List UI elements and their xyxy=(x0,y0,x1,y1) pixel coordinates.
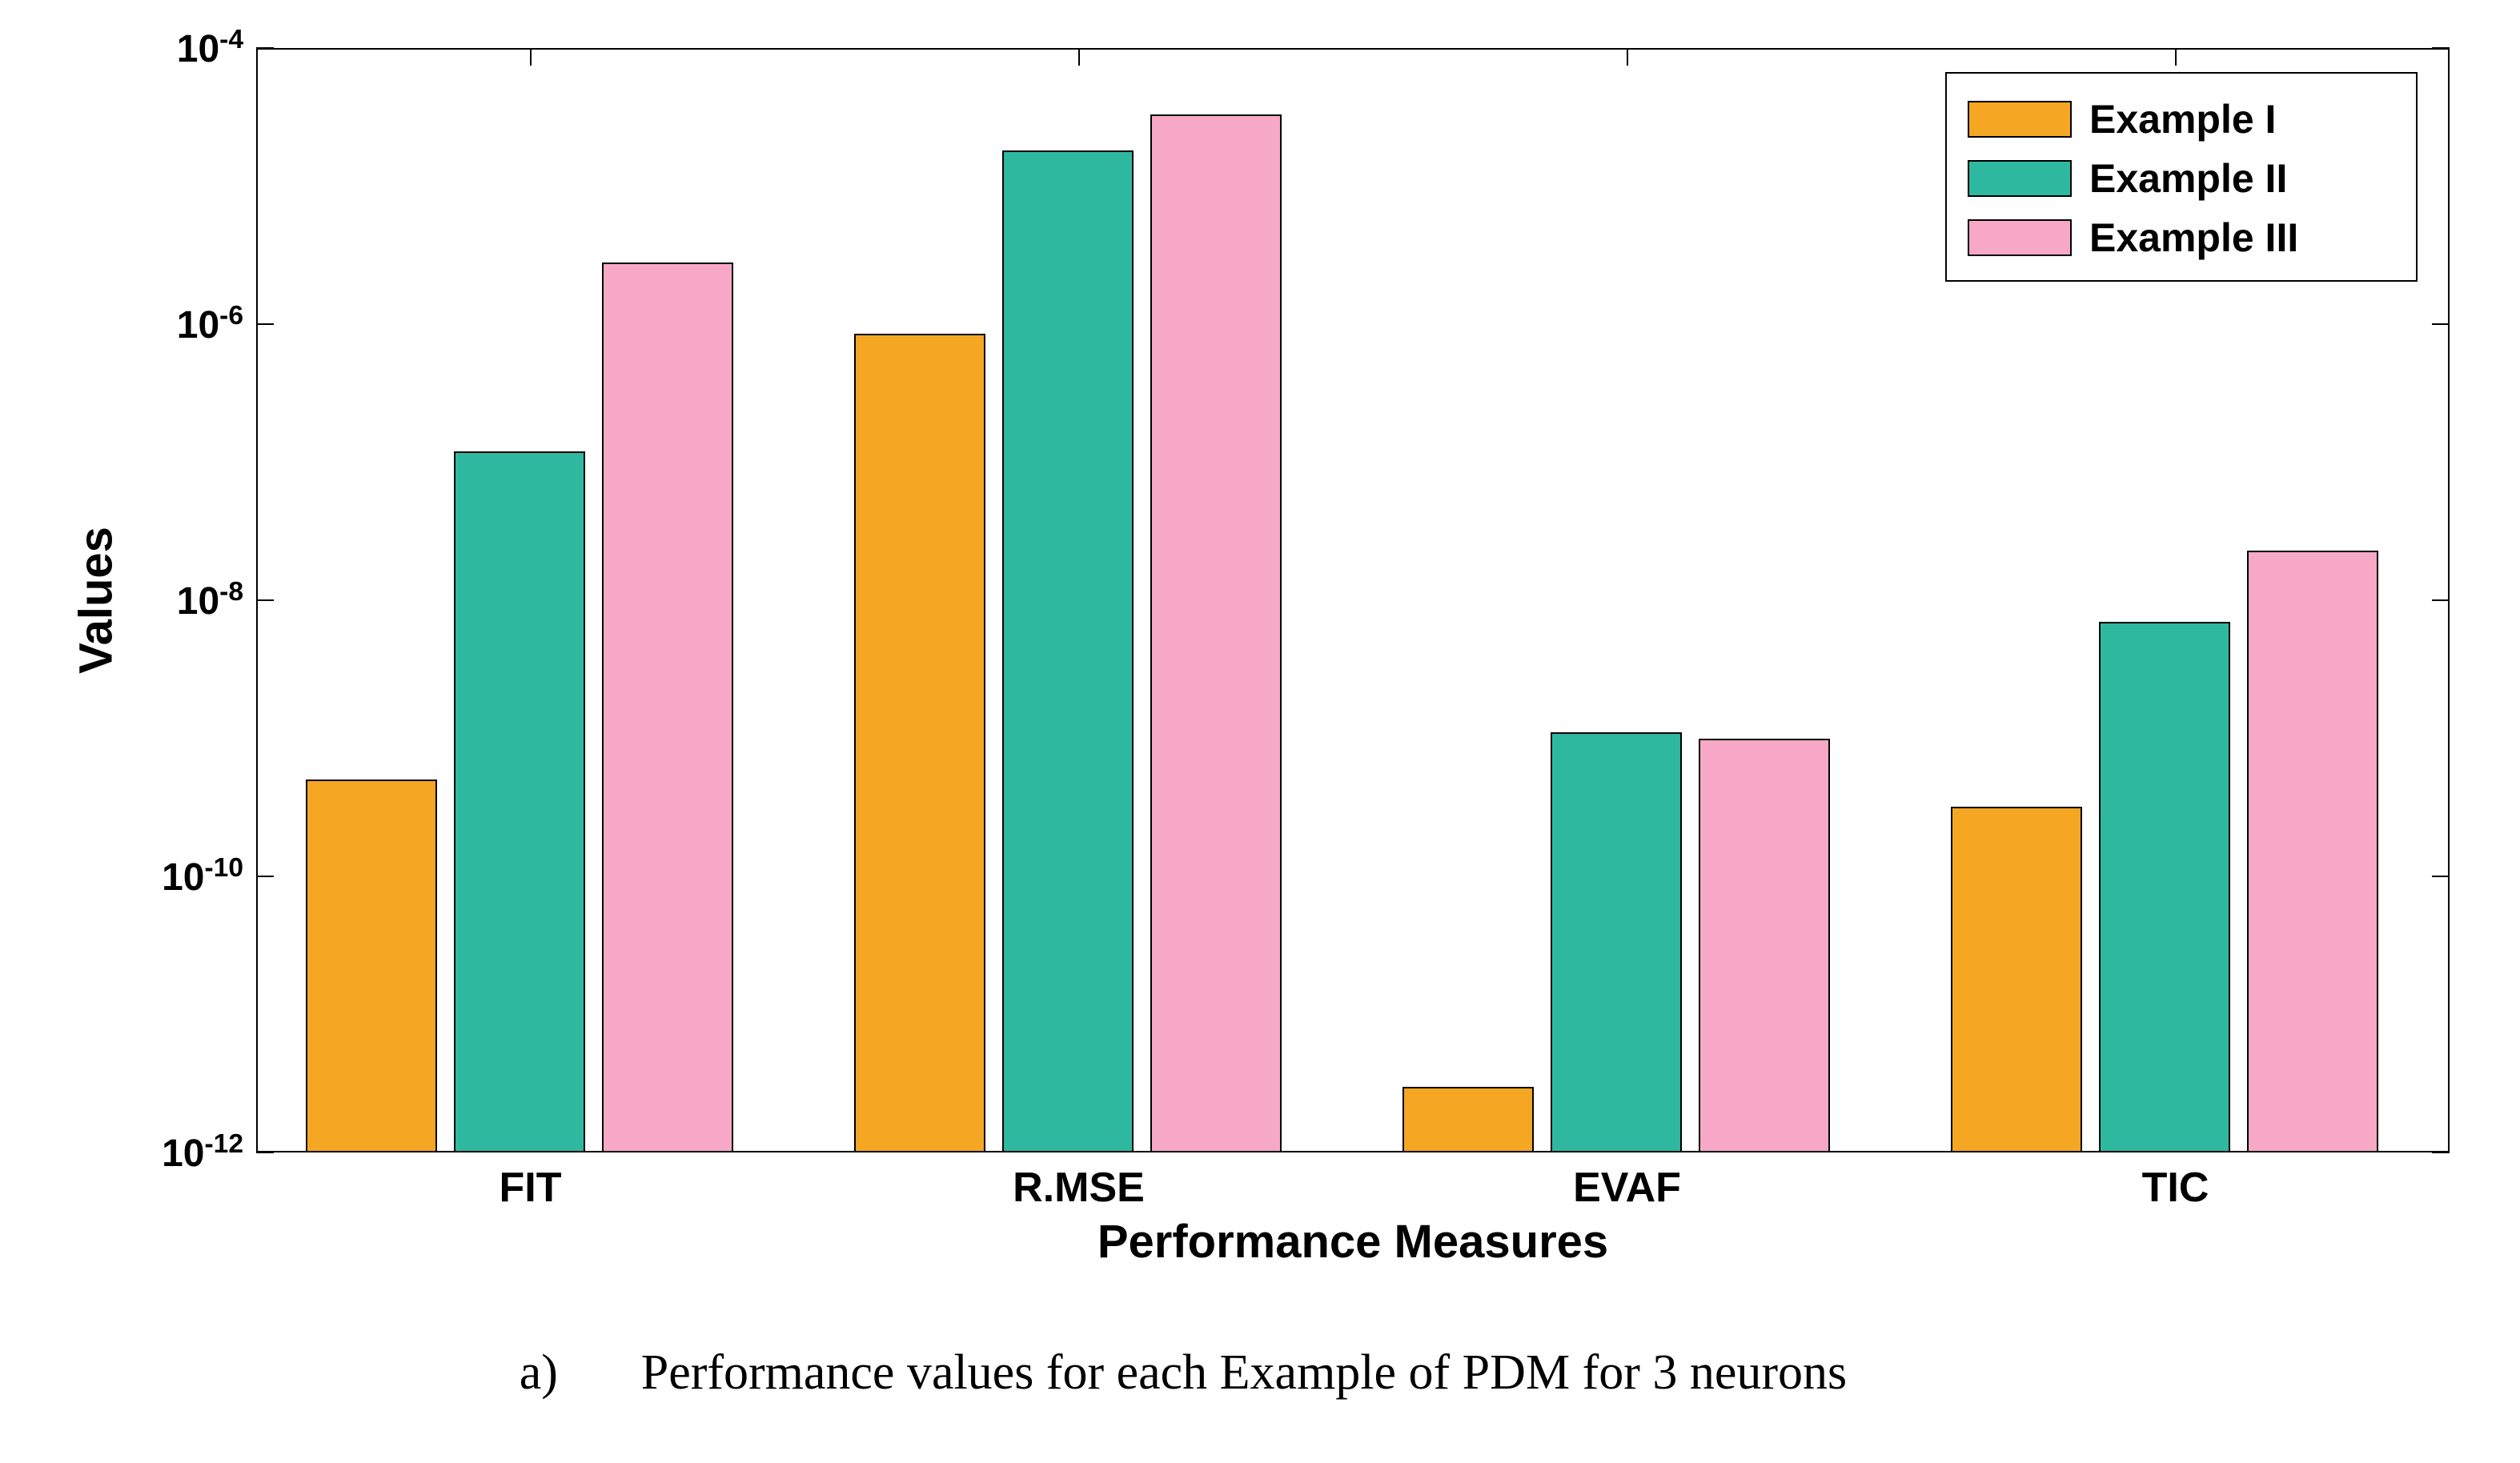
bar xyxy=(2247,551,2378,1152)
x-tick-mark xyxy=(1078,48,1080,66)
caption-letter: a) xyxy=(520,1345,558,1401)
y-tick-mark xyxy=(256,599,274,601)
legend-swatch xyxy=(1968,160,2072,197)
bar xyxy=(1951,807,2082,1152)
y-tick-label: 10-6 xyxy=(177,301,243,347)
bar xyxy=(2099,622,2230,1152)
x-axis-label: Performance Measures xyxy=(1097,1215,1608,1269)
x-tick-mark xyxy=(530,48,532,66)
legend-label: Example I xyxy=(2089,96,2276,142)
y-tick-label: 10-4 xyxy=(177,25,243,71)
bar xyxy=(306,780,437,1152)
x-tick-label: TIC xyxy=(2142,1164,2209,1212)
legend-label: Example II xyxy=(2089,155,2287,202)
y-tick-label: 10-10 xyxy=(162,853,243,900)
caption-text: Performance values for each Example of P… xyxy=(641,1345,1847,1401)
bar xyxy=(854,334,985,1152)
bar xyxy=(1699,739,1830,1153)
x-tick-mark xyxy=(1627,48,1628,66)
legend-swatch xyxy=(1968,101,2072,138)
y-tick-mark xyxy=(256,47,274,49)
bar xyxy=(1150,114,1282,1152)
y-axis-label: Values xyxy=(70,527,123,674)
figure-container: Values Performance Measures Example IExa… xyxy=(0,0,2520,1463)
y-tick-mark xyxy=(2432,599,2450,601)
bar xyxy=(1402,1087,1534,1152)
y-tick-mark xyxy=(2432,323,2450,325)
x-tick-mark xyxy=(2175,48,2177,66)
legend-swatch xyxy=(1968,219,2072,256)
legend-label: Example III xyxy=(2089,214,2298,261)
x-tick-label: FIT xyxy=(500,1164,562,1212)
y-tick-mark xyxy=(2432,47,2450,49)
bar xyxy=(1002,150,1134,1152)
y-tick-label: 10-8 xyxy=(177,577,243,623)
y-tick-label: 10-12 xyxy=(162,1129,243,1176)
y-tick-mark xyxy=(2432,876,2450,877)
x-tick-label: R.MSE xyxy=(1013,1164,1145,1212)
y-tick-mark xyxy=(256,876,274,877)
y-tick-mark xyxy=(256,323,274,325)
x-tick-label: EVAF xyxy=(1573,1164,1681,1212)
bar xyxy=(602,263,733,1152)
legend: Example I Example II Example III xyxy=(1945,72,2418,282)
y-tick-mark xyxy=(256,1152,274,1153)
bar xyxy=(454,451,585,1152)
bar xyxy=(1551,732,1682,1152)
y-tick-mark xyxy=(2432,1152,2450,1153)
